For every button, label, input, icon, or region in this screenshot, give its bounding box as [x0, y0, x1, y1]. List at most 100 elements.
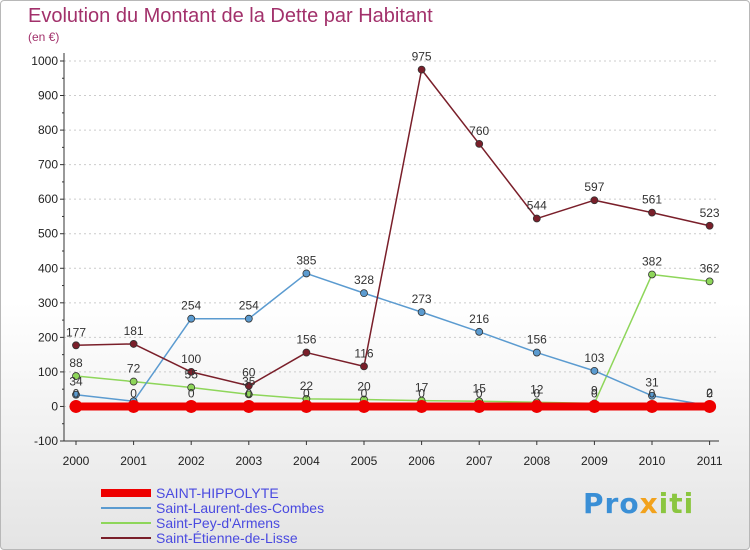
data-point [360, 289, 368, 298]
data-point [72, 372, 80, 380]
series-saint-etienne-de-lisse [72, 65, 714, 390]
chart-title: Evolution du Montant de la Dette par Hab… [28, 5, 433, 27]
y-tick-label: 800 [38, 123, 58, 137]
legend-label: Saint-Étienne-de-Lisse [156, 530, 298, 546]
data-label: 0 [188, 386, 195, 400]
data-point [302, 348, 311, 357]
data-label: 0 [418, 386, 425, 400]
data-label: 597 [584, 180, 604, 194]
data-point [417, 65, 426, 74]
legend-label: SAINT-HIPPOLYTE [156, 485, 279, 501]
data-label: 34 [69, 375, 83, 389]
series-line [75, 272, 710, 407]
data-label: 35 [242, 374, 256, 388]
data-point [187, 383, 196, 392]
data-label: 72 [127, 362, 141, 376]
series-layer [69, 65, 717, 413]
data-point [705, 221, 714, 230]
data-label: 362 [700, 261, 720, 275]
data-point [415, 399, 429, 413]
data-point [475, 327, 484, 336]
legend-label: Saint-Pey-d'Armens [156, 515, 280, 531]
x-tick-label: 2008 [523, 454, 550, 468]
data-point [244, 390, 253, 399]
data-point [532, 214, 541, 223]
y-tick-label: 300 [38, 296, 58, 310]
data-label: 116 [354, 346, 373, 360]
data-label: 103 [584, 351, 604, 365]
data-label: 385 [296, 253, 316, 267]
series-saint-hippolyte [69, 399, 717, 413]
proxiti-logo: Proxiti [583, 487, 695, 520]
data-point [703, 399, 717, 413]
y-tick-label: 400 [38, 261, 58, 275]
data-label: 2 [706, 386, 713, 400]
y-tick-label: -100 [34, 434, 58, 448]
data-point [472, 399, 486, 413]
data-point [244, 381, 253, 390]
x-tick-label: 2001 [120, 454, 147, 468]
data-label: 0 [533, 386, 540, 400]
data-label: 254 [181, 299, 201, 313]
data-label: 975 [412, 50, 432, 64]
y-tick-label: 1000 [31, 54, 58, 68]
data-point [532, 348, 541, 357]
x-tick-label: 2007 [466, 454, 493, 468]
x-tick-label: 2009 [581, 454, 608, 468]
data-label: 254 [239, 299, 259, 313]
data-label: 0 [245, 386, 252, 400]
data-point [705, 277, 714, 286]
y-tick-label: 0 [51, 399, 58, 413]
y-tick-label: 700 [38, 158, 58, 172]
data-point [129, 340, 138, 348]
data-point [187, 314, 196, 323]
x-tick-label: 2010 [639, 454, 666, 468]
x-tick-label: 2003 [235, 454, 262, 468]
data-point [302, 269, 311, 278]
y-tick-label: 500 [38, 227, 58, 241]
data-label: 0 [706, 386, 713, 400]
data-label: 0 [73, 386, 80, 400]
legend-label: Saint-Laurent-des-Combes [156, 500, 324, 516]
data-label: 20 [357, 380, 371, 394]
data-label: 60 [242, 366, 256, 380]
data-label: 15 [473, 381, 487, 395]
series-saint-pey-d-armens [72, 270, 714, 408]
data-label: 760 [469, 124, 489, 138]
series-line [75, 273, 710, 405]
data-point [129, 377, 138, 386]
data-point [72, 390, 80, 399]
data-label: 523 [700, 206, 720, 220]
series-line [75, 68, 710, 387]
data-point [360, 362, 368, 371]
axis-layer: -100010020030040050060070080090010002000… [31, 53, 723, 468]
data-point [242, 399, 256, 413]
x-tick-label: 2004 [293, 454, 320, 468]
data-label: 181 [124, 324, 144, 338]
data-label: 273 [412, 292, 432, 306]
y-tick-label: 200 [38, 330, 58, 344]
series-saint-laurent-des-combes [72, 269, 714, 410]
data-label: 0 [130, 386, 137, 400]
data-label: 0 [476, 386, 483, 400]
x-tick-label: 2000 [63, 454, 90, 468]
data-label: 22 [300, 379, 314, 393]
data-point [590, 366, 599, 375]
x-tick-label: 2011 [697, 454, 723, 468]
data-point [530, 399, 544, 413]
data-label: 88 [69, 356, 83, 370]
data-point [645, 399, 659, 413]
data-label: 12 [530, 382, 544, 396]
data-label: 0 [303, 386, 310, 400]
data-point [244, 314, 253, 323]
x-tick-label: 2002 [178, 454, 205, 468]
unit-label: (en €) [28, 30, 60, 44]
data-label: 100 [181, 352, 201, 366]
data-point [648, 270, 656, 279]
data-point [299, 399, 313, 413]
data-label: 328 [354, 273, 374, 287]
data-point [184, 399, 198, 413]
